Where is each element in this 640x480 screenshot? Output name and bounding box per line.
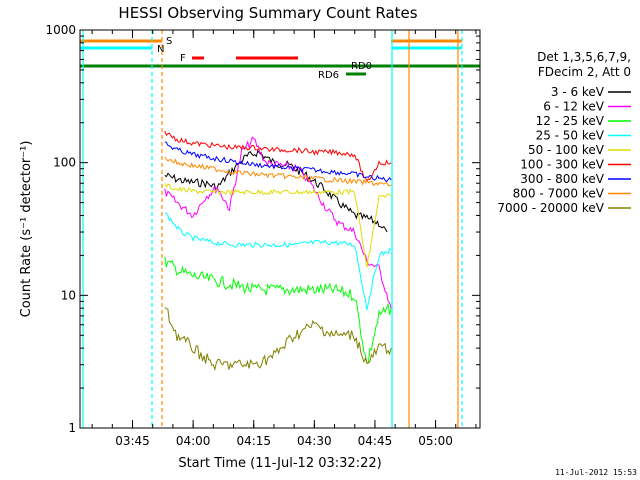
legend-header-line-2: FDecim 2, Att 0: [538, 65, 631, 79]
flag-label-n: N: [157, 44, 164, 55]
legend-label: 100 - 300 keV: [520, 158, 604, 172]
series-line: [164, 256, 392, 365]
series-line: [164, 130, 392, 182]
legend-label: 6 - 12 keV: [543, 100, 605, 114]
series-line: [164, 136, 392, 309]
y-tick-label: 10: [61, 288, 76, 302]
series-line: [164, 183, 392, 268]
footer-timestamp: 11-Jul-2012 15:53: [555, 468, 637, 477]
x-tick-label: 03:45: [115, 434, 150, 448]
series-line: [164, 156, 392, 187]
chart-title: HESSI Observing Summary Count Rates: [118, 4, 417, 22]
y-tick-label: 100: [53, 156, 76, 170]
flag-label-f: F: [180, 53, 186, 64]
series-line: [164, 212, 392, 311]
x-tick-label: 05:00: [418, 434, 453, 448]
y-tick-label: 1: [68, 421, 76, 435]
legend-label: 25 - 50 keV: [536, 129, 605, 143]
x-tick-label: 04:45: [358, 434, 393, 448]
flag-bars: SN F RD6 RD0: [80, 30, 480, 428]
legend-label: 3 - 6 keV: [551, 85, 605, 99]
axis-ticks: 03:45 04:00 04:15 04:30 04:45 05:00 1 10 100 1000: [45, 23, 480, 448]
x-tick-label: 04:30: [297, 434, 332, 448]
legend-label: 50 - 100 keV: [528, 143, 605, 157]
series-line: [164, 141, 392, 183]
legend-label: 300 - 800 keV: [520, 172, 604, 186]
flag-label-s: S: [166, 36, 172, 47]
x-tick-label: 04:15: [236, 434, 271, 448]
legend-label: 12 - 25 keV: [536, 114, 605, 128]
y-tick-label: 1000: [45, 23, 76, 37]
legend-label: 7000 - 20000 keV: [497, 201, 604, 215]
legend-label: 800 - 7000 keV: [513, 187, 605, 201]
series-line: [164, 307, 392, 372]
flag-label-rd0: RD0: [351, 61, 372, 72]
flag-label-rd6: RD6: [318, 70, 339, 81]
series-layer: [164, 130, 392, 372]
legend-header-line-1: Det 1,3,5,6,7,9,: [537, 50, 631, 64]
plot-frame: [79, 29, 481, 429]
x-axis-label: Start Time (11-Jul-12 03:32:22): [178, 456, 381, 471]
y-axis-label: Count Rate (s⁻¹ detector⁻¹): [19, 141, 34, 318]
x-tick-label: 04:00: [176, 434, 211, 448]
